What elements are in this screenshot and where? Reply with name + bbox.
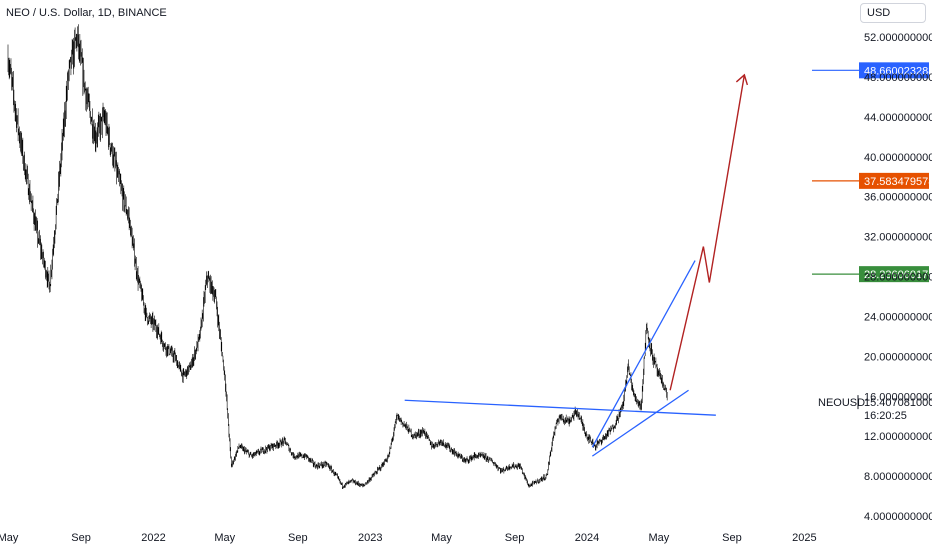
x-tick-label: May (214, 532, 235, 544)
y-tick-label: 20.0000000000 (864, 351, 932, 363)
candlestick-series (7, 24, 668, 490)
x-tick-label: May (431, 532, 452, 544)
level-label: 28.2360601744 (864, 269, 932, 281)
x-tick-label: Sep (71, 532, 91, 544)
y-tick-label: 16.0000000000 (864, 391, 932, 403)
current-price-value: 15.4070810000 (864, 397, 932, 409)
level-label: 48.6600232889 (864, 65, 932, 77)
price-axis[interactable]: 4.0000000000 8.0000000000 12.0000000000 16.… (864, 32, 932, 523)
y-tick-label: 8.0000000000 (864, 471, 932, 483)
price-levels: 48.6600232889 37.5834795783 28.2360601744 N… (812, 62, 932, 422)
x-tick-label: 2023 (358, 532, 382, 544)
y-tick-label: 4.0000000000 (864, 511, 932, 523)
x-tick-label: May (0, 532, 19, 544)
y-tick-label: 28.0000000000 (864, 272, 932, 284)
level-label-box[interactable] (859, 172, 929, 189)
x-tick-label: 2022 (141, 532, 165, 544)
y-tick-label: 52.0000000000 (864, 32, 932, 44)
level-label: 37.5834795783 (864, 176, 932, 188)
x-tick-label: Sep (722, 532, 742, 544)
time-axis[interactable]: May Sep 2022 May Sep 2023 May Sep 2024 May Sep 2025 (0, 532, 817, 544)
chart-title: NEO / U.S. Dollar, 1D, BINANCE (6, 7, 167, 19)
y-tick-label: 36.0000000000 (864, 192, 932, 204)
y-tick-label: 44.0000000000 (864, 112, 932, 124)
y-tick-label: 48.0000000000 (864, 72, 932, 84)
projection-path (669, 74, 746, 391)
y-tick-label: 40.0000000000 (864, 152, 932, 164)
channel-lower-line (591, 389, 689, 457)
y-tick-label: 12.0000000000 (864, 431, 932, 443)
x-tick-label: May (648, 532, 669, 544)
bar-countdown: 16:20:25 (864, 410, 907, 422)
trend-drawings (404, 73, 749, 457)
y-tick-label: 32.0000000000 (864, 232, 932, 244)
x-tick-label: Sep (288, 532, 308, 544)
currency-selector[interactable]: USD (860, 3, 926, 23)
x-tick-label: Sep (505, 532, 525, 544)
horizontal-resistance-line (404, 399, 716, 416)
x-tick-label: 2024 (575, 532, 599, 544)
y-tick-label: 24.0000000000 (864, 311, 932, 323)
current-price-box (859, 393, 929, 422)
current-symbol-label: NEOUSD (818, 397, 865, 409)
projection-arrowhead (735, 73, 749, 86)
x-tick-label: 2025 (792, 532, 816, 544)
level-label-box[interactable] (859, 266, 929, 283)
level-label-box[interactable] (859, 62, 929, 79)
channel-upper-line (591, 260, 696, 448)
